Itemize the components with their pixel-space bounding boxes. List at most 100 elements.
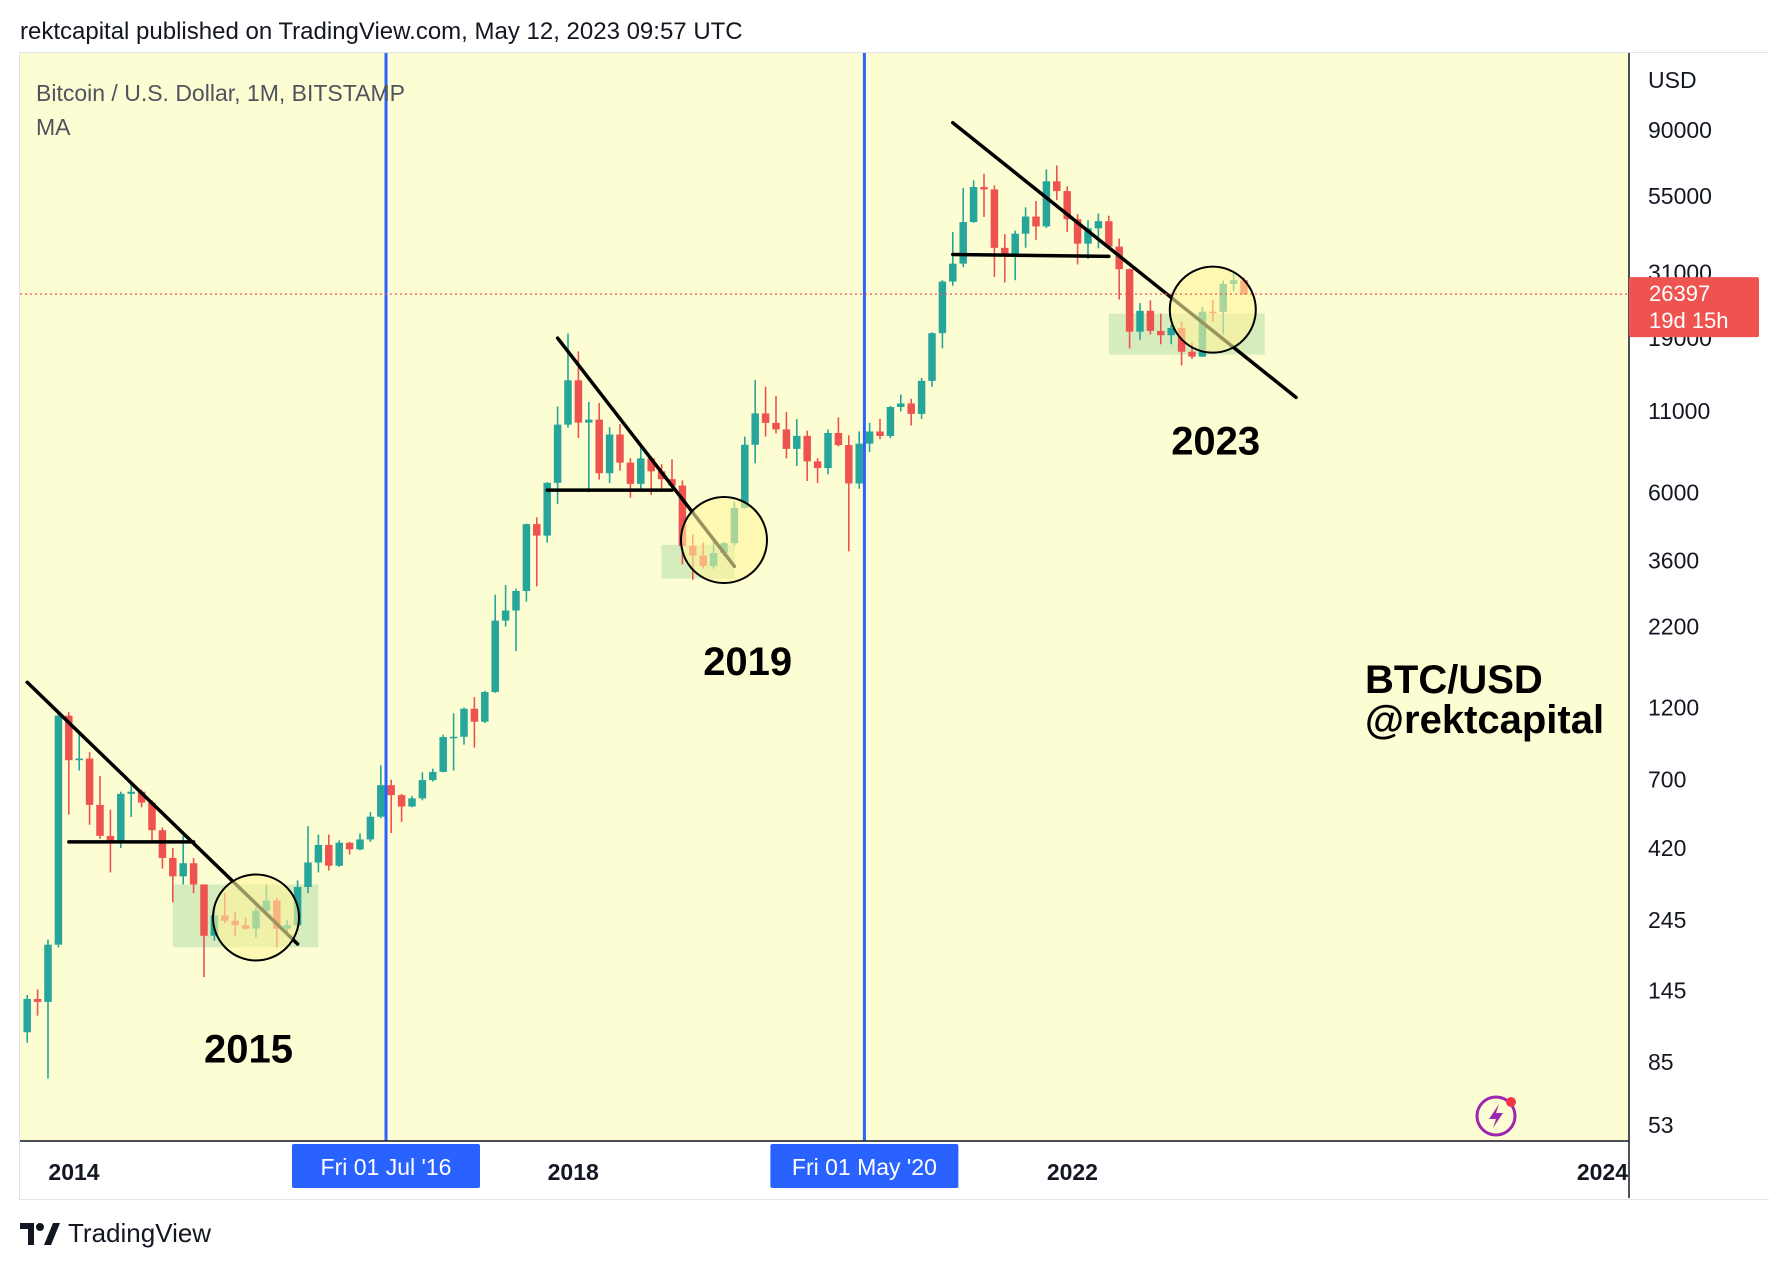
candle-2022-04: [1105, 215, 1113, 247]
candle-2022-08: [1146, 300, 1155, 335]
candle-body: [1073, 219, 1082, 244]
candle-body: [907, 403, 915, 414]
symbol-title[interactable]: Bitcoin / U.S. Dollar, 1M, BITSTAMP: [36, 80, 405, 106]
trendline-4: [951, 121, 1298, 400]
candle-2022-07: [1136, 303, 1144, 340]
candle-body: [377, 785, 385, 817]
watermark-handle: @rektcapital: [1365, 698, 1604, 742]
price-tick-6000: 6000: [1648, 479, 1699, 505]
candle-body: [886, 407, 895, 436]
candle-body: [314, 844, 323, 863]
candle-body: [397, 795, 406, 807]
price-tick-145: 145: [1648, 977, 1686, 1003]
candle-body: [824, 432, 832, 469]
candle-2015-01: [200, 884, 208, 978]
candle-body: [106, 835, 115, 842]
candle-2022-06: [1125, 268, 1134, 349]
breakout-circle-1: [680, 496, 768, 585]
candle-body: [845, 445, 853, 484]
annotation-2023: 2023: [1171, 420, 1260, 464]
candle-2020-08: [897, 394, 905, 412]
candle-body: [387, 785, 395, 796]
candle-2022-09: [1157, 313, 1165, 345]
candle-2016-07: [387, 779, 395, 834]
candle-2014-12: [189, 857, 198, 894]
annotation-2015: 2015: [204, 1027, 293, 1071]
candle-body: [418, 780, 427, 799]
candle-body: [449, 736, 458, 739]
price-tick-11000: 11000: [1648, 398, 1710, 424]
candle-body: [876, 431, 884, 436]
candle-body: [595, 419, 603, 474]
time-tick-2018: 2018: [548, 1159, 599, 1185]
candle-2019-10: [793, 419, 801, 467]
time-tick-2022: 2022: [1047, 1159, 1098, 1185]
candle-2021-09: [1032, 201, 1040, 240]
candle-2018-07: [637, 445, 645, 491]
candle-2014-02: [85, 752, 94, 825]
indicator-label[interactable]: MA: [36, 114, 71, 140]
candle-2020-02: [834, 417, 843, 447]
price-tick-3600: 3600: [1648, 548, 1699, 574]
candle-2014-11: [179, 835, 187, 885]
candle-body: [439, 737, 447, 772]
candle-2017-08: [522, 523, 531, 602]
candle-body: [761, 413, 770, 423]
candle-2014-10: [169, 848, 177, 903]
candle-body: [179, 863, 187, 877]
candle-2013-09: [33, 989, 42, 1016]
candle-body: [553, 424, 562, 483]
candle-2016-10: [418, 772, 427, 801]
candle-body: [564, 380, 572, 425]
candle-2016-11: [429, 768, 437, 782]
candle-body: [1094, 221, 1103, 229]
candle-body: [1105, 221, 1113, 247]
candle-2021-12: [1063, 186, 1071, 232]
candle-2014-03: [96, 775, 104, 839]
candle-body: [1136, 310, 1144, 332]
candle-body: [917, 380, 926, 414]
candle-2022-10: [1167, 324, 1175, 345]
tradingview-brand[interactable]: TradingView: [20, 1218, 211, 1249]
price-tick-55000: 55000: [1648, 183, 1712, 209]
candle-2017-10: [543, 482, 551, 543]
price-tick-85: 85: [1648, 1049, 1674, 1075]
date-marker-lines: [384, 53, 866, 1141]
candle-2019-08: [772, 395, 780, 434]
candle-2021-11: [1053, 165, 1061, 201]
candle-2020-11: [928, 332, 936, 387]
candle-body: [637, 458, 645, 484]
candle-2019-11: [803, 430, 811, 481]
candle-body: [959, 222, 967, 264]
candle-2018-09: [657, 464, 666, 491]
annotation-2019: 2019: [703, 640, 792, 684]
candle-2014-05: [117, 791, 125, 849]
candle-body: [1157, 330, 1165, 336]
candle-2017-05: [491, 594, 499, 693]
lightning-icon[interactable]: [1475, 1095, 1517, 1137]
price-axis-background: [1629, 53, 1769, 1141]
current-price-value: 26397: [1649, 281, 1710, 306]
price-tick-420: 420: [1648, 835, 1686, 861]
candle-body: [481, 692, 489, 722]
candle-2013-10: [44, 939, 52, 1079]
watermark-pair: BTC/USD: [1365, 658, 1543, 702]
candle-body: [793, 435, 801, 449]
candle-body: [813, 461, 822, 469]
price-tick-1200: 1200: [1648, 695, 1699, 721]
candle-body: [491, 620, 499, 693]
candle-body: [429, 771, 437, 781]
candle-body: [1011, 233, 1019, 257]
candle-2016-12: [439, 734, 447, 773]
candle-2020-07: [886, 405, 895, 439]
candle-2020-05: [865, 422, 874, 453]
candle-2020-06: [876, 418, 884, 440]
candle-2020-01: [824, 429, 832, 475]
candle-2016-05: [366, 811, 375, 842]
candle-body: [626, 462, 635, 484]
candle-body: [96, 804, 104, 836]
candle-body: [137, 791, 146, 803]
time-tick-2024: 2024: [1577, 1159, 1628, 1185]
candle-2020-04: [855, 431, 863, 489]
